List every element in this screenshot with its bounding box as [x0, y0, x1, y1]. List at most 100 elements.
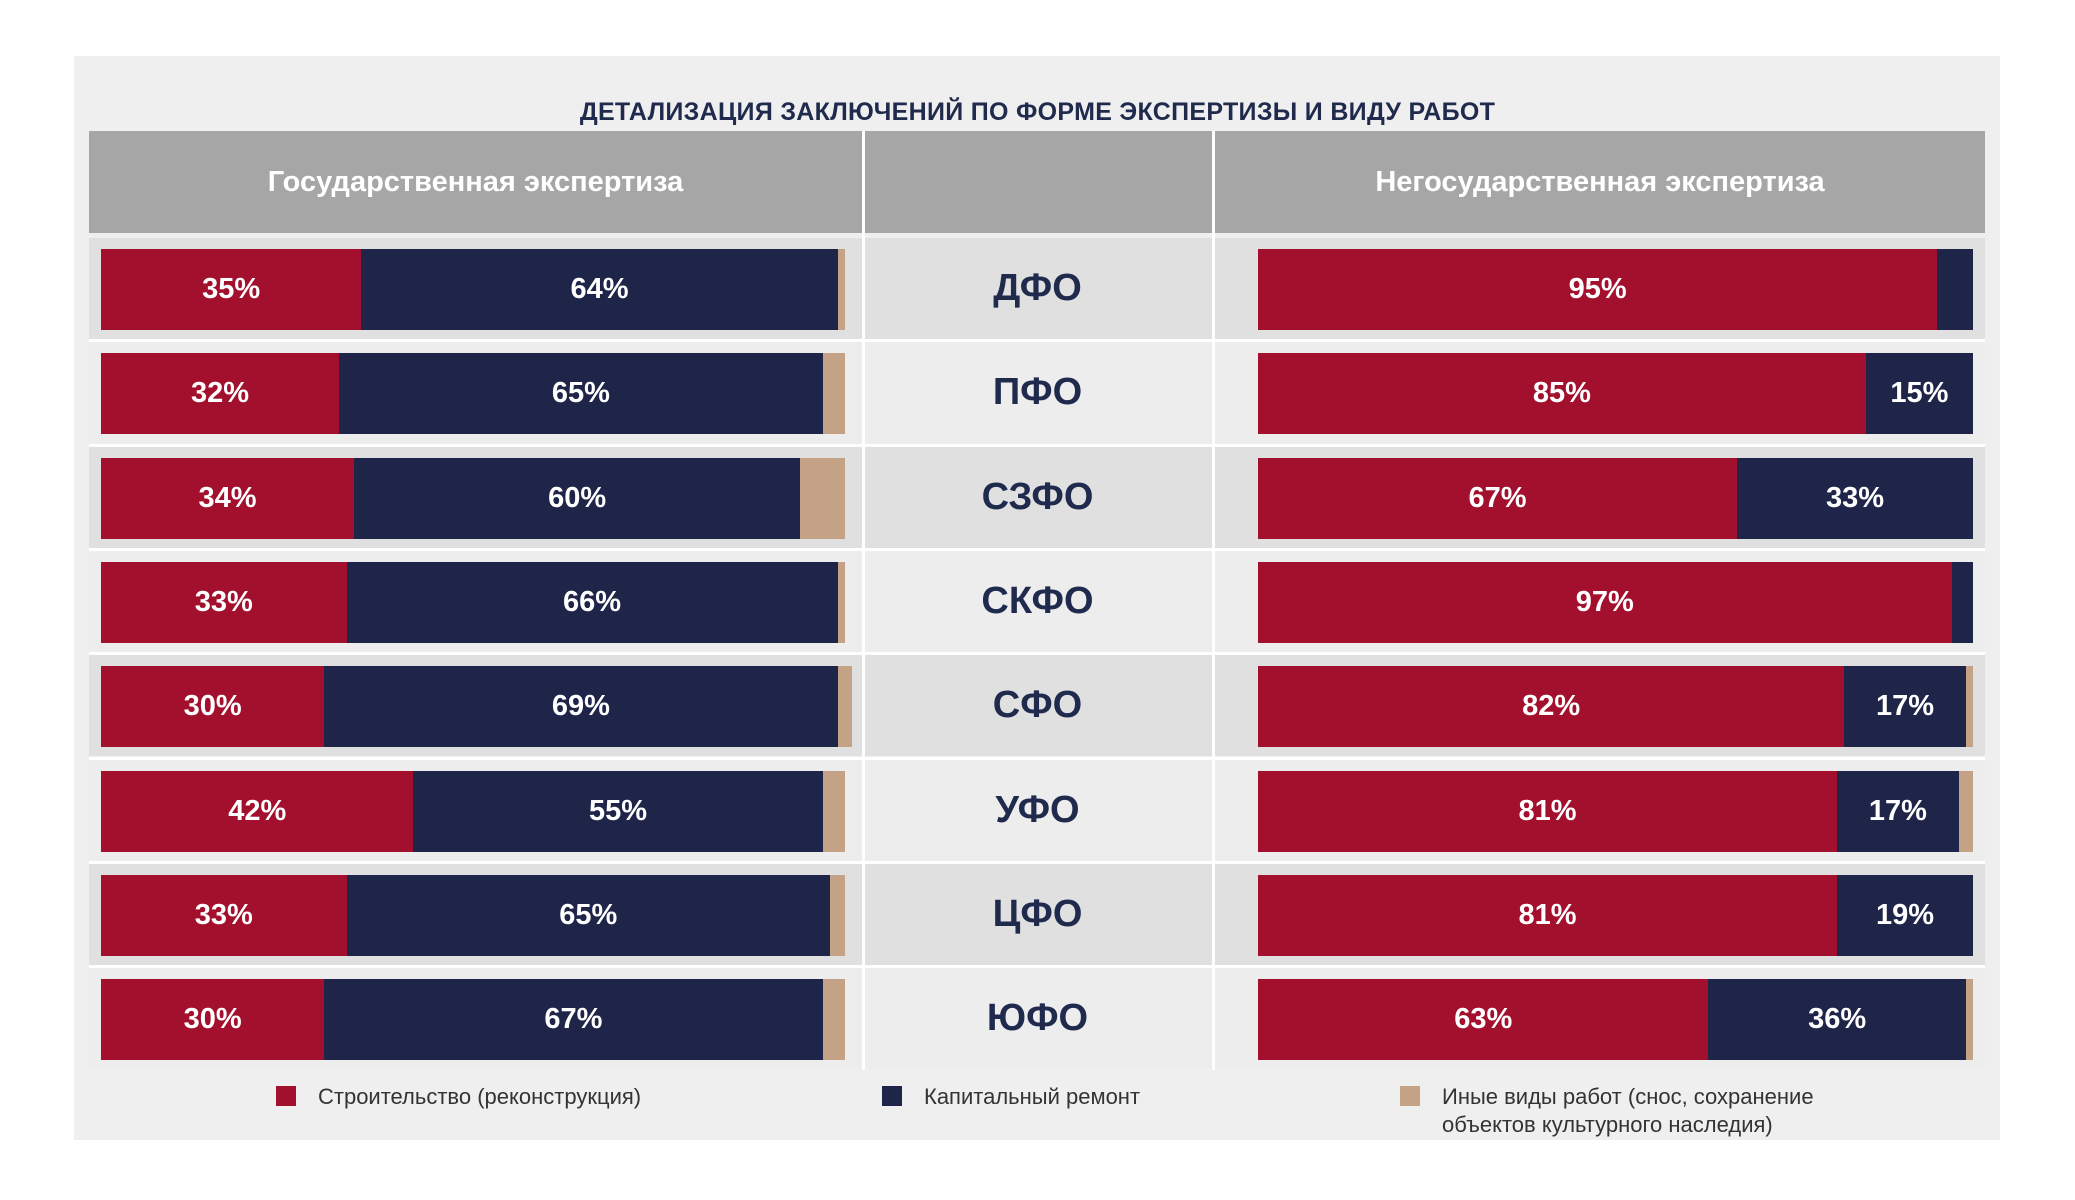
legend-item-capital-repair: Капитальный ремонт: [882, 1083, 1140, 1111]
data-label: 95%: [1568, 273, 1627, 305]
region-label: ПФО: [992, 371, 1083, 414]
region-label: СКФО: [981, 580, 1094, 623]
bar-segment-state-construction: 42%: [101, 770, 414, 852]
bar-segment-state-capital-repair: 67%: [324, 979, 823, 1061]
bar-segment-nonstate-capital-repair: 17%: [1837, 770, 1959, 852]
bar-segment-state-capital-repair: 69%: [324, 666, 838, 748]
bar-segment-nonstate-capital-repair: 36%: [1708, 979, 1966, 1061]
data-label: 15%: [1890, 377, 1949, 410]
chart-title: ДЕТАЛИЗАЦИЯ ЗАКЛЮЧЕНИЙ ПО ФОРМЕ ЭКСПЕРТИ…: [579, 98, 1496, 126]
row-divider: [89, 965, 1985, 969]
bar-segment-state-other-works: [830, 874, 845, 956]
data-label: 60%: [548, 481, 607, 514]
bar-segment-nonstate-construction: 67%: [1258, 457, 1738, 539]
legend-item-construction: Строительство (реконструкция): [276, 1083, 641, 1111]
legend-swatch-capital-repair: [882, 1086, 902, 1106]
data-label: 42%: [228, 794, 287, 827]
bar-segment-state-other-works: [837, 249, 845, 330]
data-label: 65%: [551, 377, 610, 410]
bar-segment-state-capital-repair: 64%: [361, 249, 838, 330]
bar-segment-state-other-works: [822, 979, 845, 1061]
bar-segment-state-construction: 30%: [101, 979, 325, 1061]
data-label: 30%: [183, 1003, 242, 1036]
data-label: 63%: [1454, 1003, 1513, 1036]
bar-segment-nonstate-construction: 63%: [1258, 979, 1709, 1061]
legend-label-capital-repair: Капитальный ремонт: [924, 1084, 1141, 1109]
data-label: 82%: [1522, 690, 1581, 723]
data-label: 67%: [544, 1003, 603, 1036]
data-label: 81%: [1518, 794, 1577, 827]
data-label: 35%: [202, 273, 261, 305]
data-label: 85%: [1532, 377, 1591, 410]
bar-segment-state-other-works: [800, 457, 845, 539]
bar-segment-nonstate-other-works: [1958, 770, 1973, 852]
bar-segment-nonstate-other-works: [1965, 979, 1973, 1061]
bar-segment-state-construction: 32%: [101, 353, 340, 435]
region-label: СФО: [992, 684, 1083, 727]
data-label: 36%: [1808, 1003, 1867, 1036]
data-label: 67%: [1468, 481, 1527, 514]
data-label: 66%: [563, 585, 622, 618]
bar-segment-state-construction: 33%: [101, 561, 347, 643]
row-divider: [89, 652, 1985, 656]
bar-segment-state-capital-repair: 60%: [353, 457, 801, 539]
bar-segment-nonstate-construction: 85%: [1258, 353, 1866, 435]
data-label: 64%: [570, 273, 629, 305]
bar-segment-nonstate-capital-repair: 19%: [1837, 874, 1973, 956]
row-divider: [89, 860, 1985, 864]
bar-segment-state-construction: 33%: [101, 874, 347, 956]
bar-segment-state-construction: 30%: [101, 666, 325, 748]
bar-segment-nonstate-construction: 95%: [1258, 249, 1938, 330]
data-label: 34%: [198, 481, 257, 514]
data-label: 32%: [191, 377, 250, 410]
data-label: 65%: [559, 898, 618, 931]
bar-segment-state-capital-repair: 65%: [346, 874, 831, 956]
bar-segment-state-capital-repair: 55%: [413, 770, 823, 852]
bar-segment-nonstate-capital-repair: 33%: [1737, 457, 1973, 539]
bar-segment-state-other-works: [822, 353, 845, 435]
bar-segment-nonstate-capital-repair: 17%: [1844, 666, 1966, 748]
data-label: 17%: [1868, 794, 1927, 827]
bar-segment-state-capital-repair: 66%: [346, 561, 838, 643]
row-divider: [89, 443, 1985, 447]
bar-segment-nonstate-other-works: [1965, 666, 1973, 748]
legend-item-other-works: Иные виды работ (снос, сохранение объект…: [1400, 1083, 1882, 1139]
data-label: 55%: [589, 794, 648, 827]
data-label: 33%: [1825, 481, 1885, 514]
bar-segment-nonstate-construction: 81%: [1258, 874, 1838, 956]
legend-swatch-other-works: [1400, 1086, 1420, 1106]
data-label: 30%: [183, 690, 242, 723]
header-nonstate-expertise: Негосударственная экспертиза: [1215, 131, 1985, 233]
row-divider: [89, 339, 1985, 343]
bar-segment-nonstate-capital-repair: 15%: [1865, 353, 1973, 435]
bar-segment-state-construction: 34%: [101, 457, 354, 539]
row-divider: [89, 756, 1985, 760]
column-divider: [1212, 131, 1215, 1070]
bar-segment-state-other-works: [822, 770, 845, 852]
bar-segment-nonstate-construction: 82%: [1258, 666, 1845, 748]
region-label: ЦФО: [992, 892, 1083, 935]
bar-segment-nonstate-capital-repair: [1937, 249, 1973, 330]
data-label: 69%: [551, 690, 610, 723]
region-label: УФО: [995, 788, 1080, 831]
row-divider: [89, 547, 1985, 551]
bar-segment-state-other-works: [837, 561, 845, 643]
bar-segment-state-other-works: [837, 666, 853, 748]
legend-label-construction: Строительство (реконструкция): [318, 1084, 642, 1109]
bar-segment-nonstate-capital-repair: [1951, 561, 1973, 643]
data-label: 33%: [194, 898, 253, 931]
header-region-column: [865, 131, 1212, 233]
bar-segment-state-construction: 35%: [101, 249, 362, 330]
legend-label-other-works: Иные виды работ (снос, сохранение объект…: [1442, 1084, 1814, 1137]
bar-segment-nonstate-construction: 97%: [1258, 561, 1952, 643]
data-label: 81%: [1518, 898, 1577, 931]
header-state-expertise: Государственная экспертиза: [89, 131, 862, 233]
region-label: ДФО: [993, 267, 1082, 310]
data-label: 19%: [1876, 898, 1935, 931]
data-label: 17%: [1876, 690, 1935, 723]
legend-swatch-construction: [276, 1086, 296, 1106]
data-label: 33%: [194, 585, 253, 618]
column-divider: [862, 131, 865, 1070]
region-label: СЗФО: [981, 475, 1094, 518]
bar-segment-nonstate-construction: 81%: [1258, 770, 1838, 852]
